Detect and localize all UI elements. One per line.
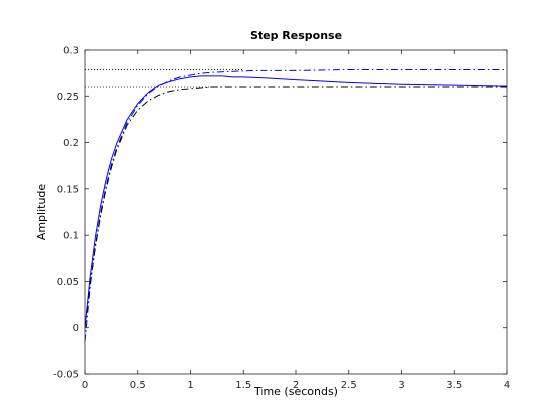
plot-area: [85, 50, 507, 374]
y-tick-label: 0.3: [63, 46, 79, 57]
y-tick-label: 0.1: [63, 231, 79, 242]
reference-lines-layer: [85, 69, 244, 88]
x-tick-label: 0.5: [130, 380, 146, 391]
x-tick-label: 2: [293, 380, 299, 391]
y-axis-ticks: -0.05 0 0.05 0.1 0.15 0.2 0.25 0.3: [53, 46, 507, 381]
x-tick-label: 3.5: [446, 380, 462, 391]
y-tick-label: 0: [73, 323, 79, 334]
y-tick-label: 0.2: [63, 138, 79, 149]
x-tick-label: 4: [504, 380, 510, 391]
series-line-2: [84, 68, 507, 342]
x-tick-label: 1: [187, 380, 193, 391]
x-tick-label: 2.5: [341, 380, 357, 391]
x-tick-label: 0: [82, 380, 88, 391]
y-tick-label: 0.25: [57, 92, 79, 103]
x-axis-label: Time (seconds): [253, 385, 338, 398]
series-layer: [84, 68, 508, 342]
series-line-3: [84, 86, 507, 328]
y-axis-label: Amplitude: [35, 184, 48, 241]
y-tick-label: 0.15: [57, 184, 79, 195]
y-tick-label: 0.05: [57, 277, 79, 288]
y-tick-label: -0.05: [53, 370, 79, 381]
x-axis-ticks: 0 0.5 1 1.5 2 2.5 3 3.5 4: [82, 50, 510, 391]
x-tick-label: 3: [398, 380, 404, 391]
series-line-1: [84, 75, 508, 328]
x-tick-label: 1.5: [235, 380, 251, 391]
chart-title: Step Response: [250, 29, 342, 42]
